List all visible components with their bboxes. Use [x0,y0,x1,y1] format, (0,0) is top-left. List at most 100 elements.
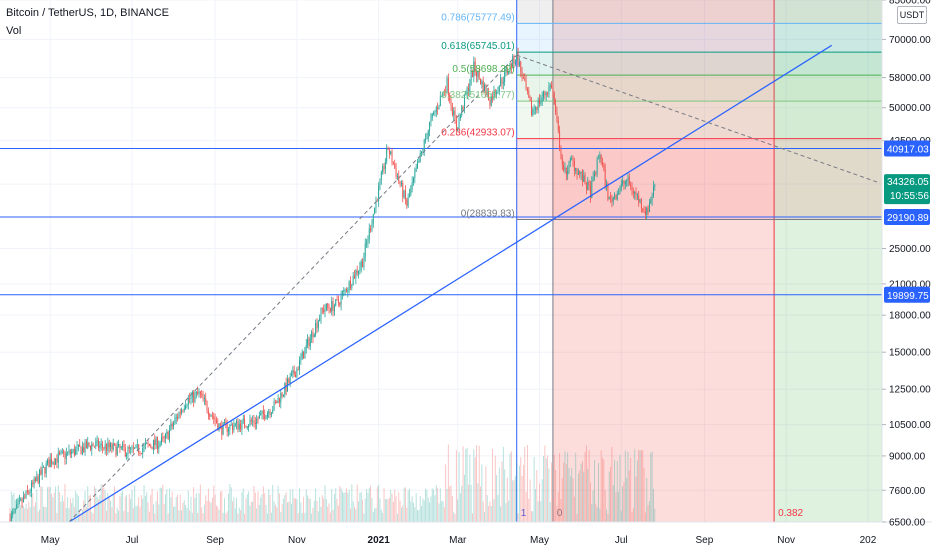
candle-body [266,412,268,418]
volume-bar [102,484,103,522]
volume-bar [501,461,503,522]
candle-body [421,151,423,154]
volume-bar [39,509,40,522]
volume-bar [185,504,187,522]
candle-body [102,443,103,448]
volume-bar [278,493,280,522]
volume-bar [446,488,448,522]
volume-bar [595,503,597,522]
candle-body [380,171,382,180]
volume-bar [384,499,386,522]
candle-body [540,100,542,104]
volume-bar [81,509,83,522]
candle-body [409,194,410,198]
volume-bar [624,450,626,522]
volume-bar [29,507,31,522]
candle-body [604,169,606,186]
candle-body [319,318,321,321]
volume-bar [20,505,22,522]
candle-body [182,409,184,411]
candle-body [112,443,114,450]
volume-bar [224,498,225,522]
candle-body [417,162,418,169]
horizontal-lines [0,147,882,296]
fib-band [516,23,882,53]
volume-bar [544,445,546,522]
volume-bar [61,495,63,522]
volume-bar [634,449,636,522]
volume-bar [589,482,591,522]
volume-bar [506,477,508,522]
volume-bar [355,509,357,522]
dashed-trendline [68,54,518,523]
volume-bar [159,487,161,522]
candle-body [614,195,616,197]
candle-body [390,151,392,154]
candle-body [332,301,334,312]
volume-bar [30,494,32,522]
volume-bar [513,479,515,522]
volume-bar [10,491,12,522]
volume-bar [427,497,429,522]
volume-bar [375,507,377,522]
volume-bar [21,497,23,522]
volume-bar [497,494,499,522]
volume-bar [250,501,252,522]
candle-body [394,164,396,169]
x-tick-label: Nov [777,535,795,546]
candle-body [652,186,654,196]
candle-body [209,414,211,417]
candle-body [572,158,574,161]
volume-bar [354,506,355,522]
volume-bar [567,452,569,522]
volume-bar [514,475,516,522]
candle-body [55,458,57,465]
candle-body [69,450,71,454]
volume-bar [493,499,495,522]
volume-bar [320,506,322,522]
candle-body [560,148,562,159]
candle-body [465,94,467,96]
candle-body [603,164,605,170]
candle-body [480,78,481,85]
candle-body [488,91,490,101]
candle-body [64,452,66,459]
volume-bar [443,507,445,522]
volume-bar [604,489,606,522]
time-zone-red [552,0,775,522]
volume-bar [87,486,89,522]
volume-bar [328,503,330,522]
candle-body [443,91,445,93]
candle-body [506,69,508,74]
candle-body [647,207,649,213]
candle-body [413,177,414,183]
currency-unit-badge[interactable]: USDT [897,6,927,24]
volume-bar [486,495,488,522]
candle-body [391,151,393,164]
volume-bar [171,491,173,522]
candle-body [632,191,634,194]
volume-bar [467,484,469,522]
candle-body [210,415,212,417]
fib-level-label: 0.618(65745.01) [441,41,514,52]
volume-bar [395,496,397,522]
candle-body [551,85,553,88]
volume-bar [83,500,85,522]
candle-body [364,243,366,257]
candle-body [324,309,326,313]
candle-body [29,491,31,493]
volume-bar [210,502,212,522]
fib-time-zones: 1 0 0.382 [516,0,882,522]
volume-bar [392,501,394,522]
volume-label: Vol [6,25,22,37]
volume-bar [246,494,248,522]
volume-bar [236,497,238,522]
volume-bar [297,513,299,522]
candle-body [80,446,82,455]
candle-body [356,270,358,274]
candle-body [265,417,267,419]
volume-bar [209,501,211,522]
candle-body [305,344,307,349]
